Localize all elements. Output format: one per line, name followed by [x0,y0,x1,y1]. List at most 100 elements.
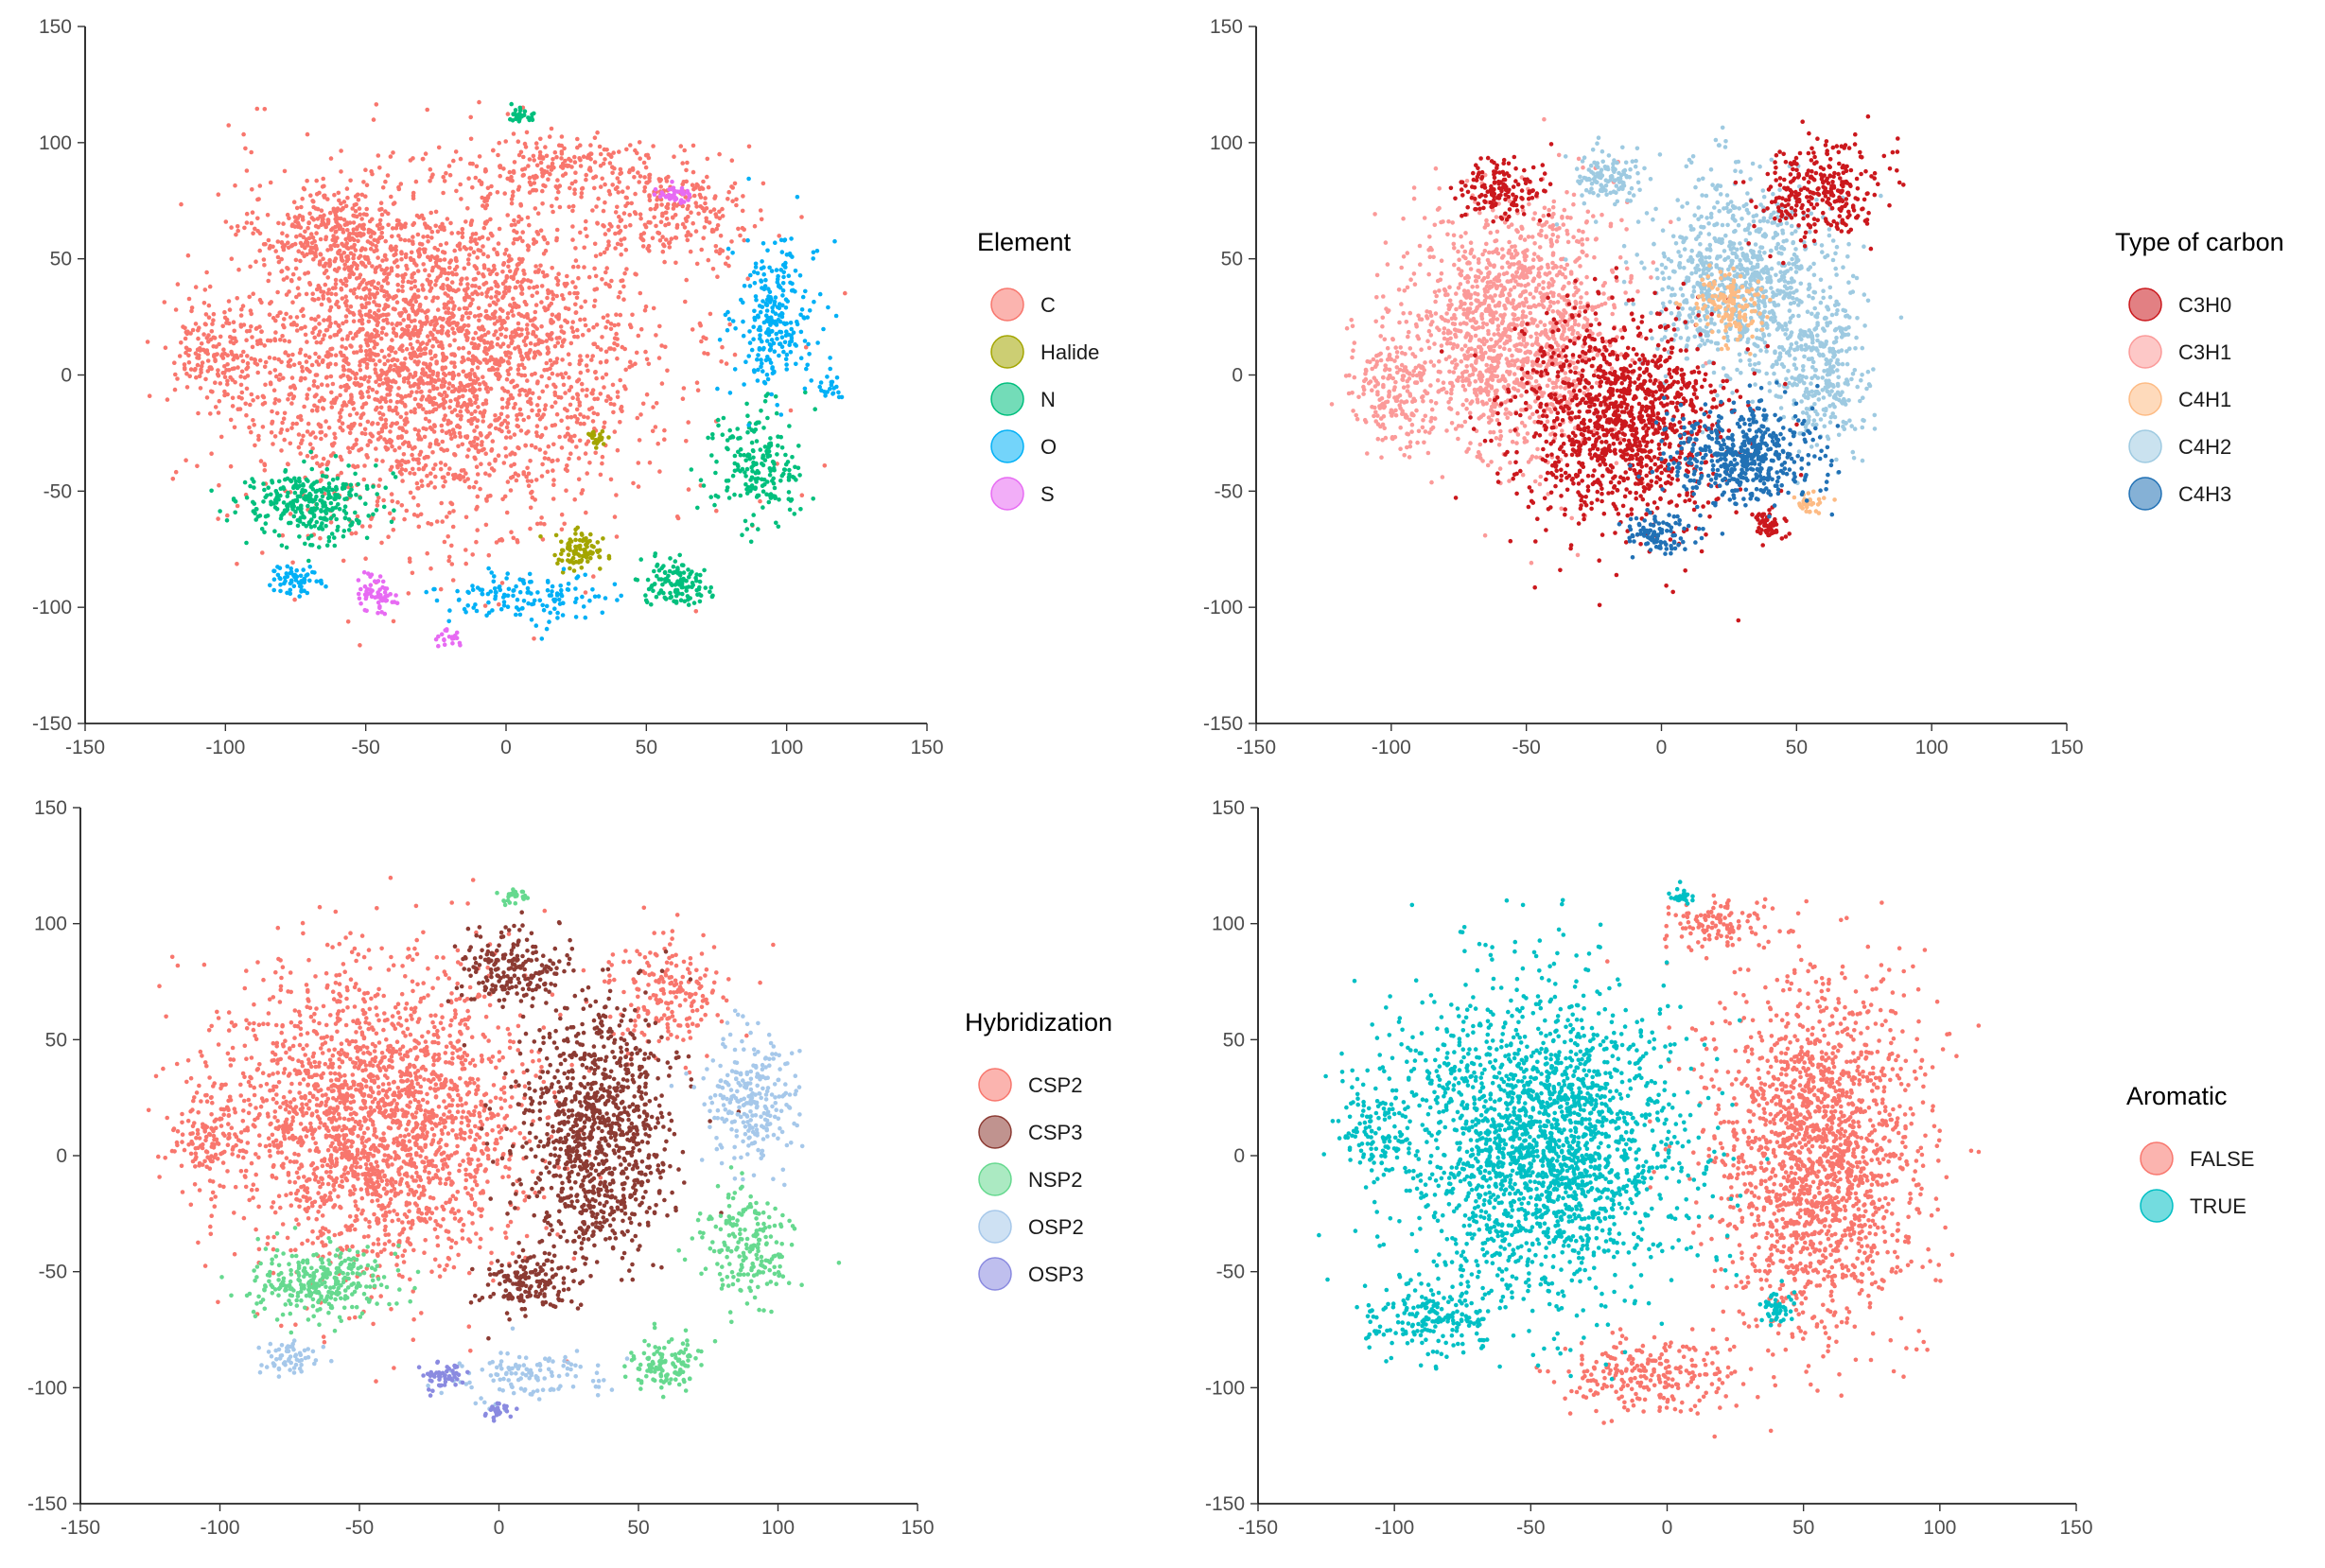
data-point [559,372,564,376]
data-point [429,357,434,361]
data-point [759,409,763,413]
data-point [379,406,384,410]
data-point [568,543,572,548]
data-point [172,360,177,365]
data-point [675,223,680,228]
data-point [776,434,780,439]
data-point [624,196,629,200]
data-point [529,506,533,511]
data-point [344,403,349,408]
data-point [469,382,474,387]
data-point [268,271,272,276]
data-point [443,400,447,405]
data-point [386,212,391,217]
data-point [748,340,753,345]
data-point [675,514,680,519]
data-point [754,298,759,303]
data-point [250,392,254,397]
data-point [638,217,643,221]
data-point [775,403,779,408]
data-point [443,413,447,418]
data-point [462,346,466,351]
data-point [495,540,499,545]
data-point [452,339,457,343]
data-point [370,264,375,269]
data-point [566,558,570,563]
data-point [446,619,451,624]
data-point [530,618,534,622]
data-point [781,270,786,275]
data-point [773,496,778,500]
data-point [554,360,559,365]
data-point [263,468,268,473]
data-point [212,336,217,340]
data-point [602,209,606,214]
data-point [247,426,252,430]
data-point [583,318,587,322]
data-point [615,205,620,210]
data-point [372,345,376,350]
data-point [560,344,565,349]
data-point [328,361,333,366]
data-point [506,265,511,270]
data-point [356,482,360,487]
data-point [762,380,767,385]
data-point [249,357,253,361]
data-point [714,249,719,253]
data-point [699,248,704,253]
data-point [461,231,465,235]
data-point [760,259,764,264]
data-point [386,312,391,317]
data-point [307,510,312,514]
data-point [377,410,382,415]
data-point [505,414,510,419]
data-point [478,388,482,392]
data-point [582,604,586,609]
data-point [411,223,415,228]
data-point [535,381,540,386]
data-point [708,585,713,590]
data-point [751,324,756,329]
data-point [459,409,463,414]
data-point [187,360,192,365]
data-point [465,477,470,481]
data-point [333,436,338,441]
data-point [238,375,243,379]
data-point [598,555,603,560]
data-point [487,462,492,466]
data-point [787,468,792,473]
data-point [459,197,463,201]
data-point [436,230,441,235]
data-point [369,229,374,234]
data-point [244,338,249,342]
data-point [761,426,766,430]
data-point [475,241,480,246]
data-point [294,235,299,239]
data-point [315,479,320,484]
data-point [258,514,263,518]
data-point [578,412,583,417]
data-point [573,531,578,536]
data-point [507,429,512,434]
data-point [310,409,315,413]
data-point [689,210,693,215]
data-point [713,471,718,476]
data-point [516,322,521,326]
data-point [344,254,349,259]
data-point [513,402,517,407]
data-point [547,376,551,381]
data-point [763,444,768,449]
data-point [538,137,543,142]
data-point [299,205,304,210]
data-point [299,348,304,353]
data-point [542,522,547,527]
data-point [551,162,555,166]
data-point [514,286,518,290]
data-point [563,407,568,411]
data-point [410,390,414,394]
data-point [348,179,353,183]
data-point [582,246,586,251]
data-point [375,266,379,270]
data-point [480,291,484,296]
data-point [376,223,380,228]
